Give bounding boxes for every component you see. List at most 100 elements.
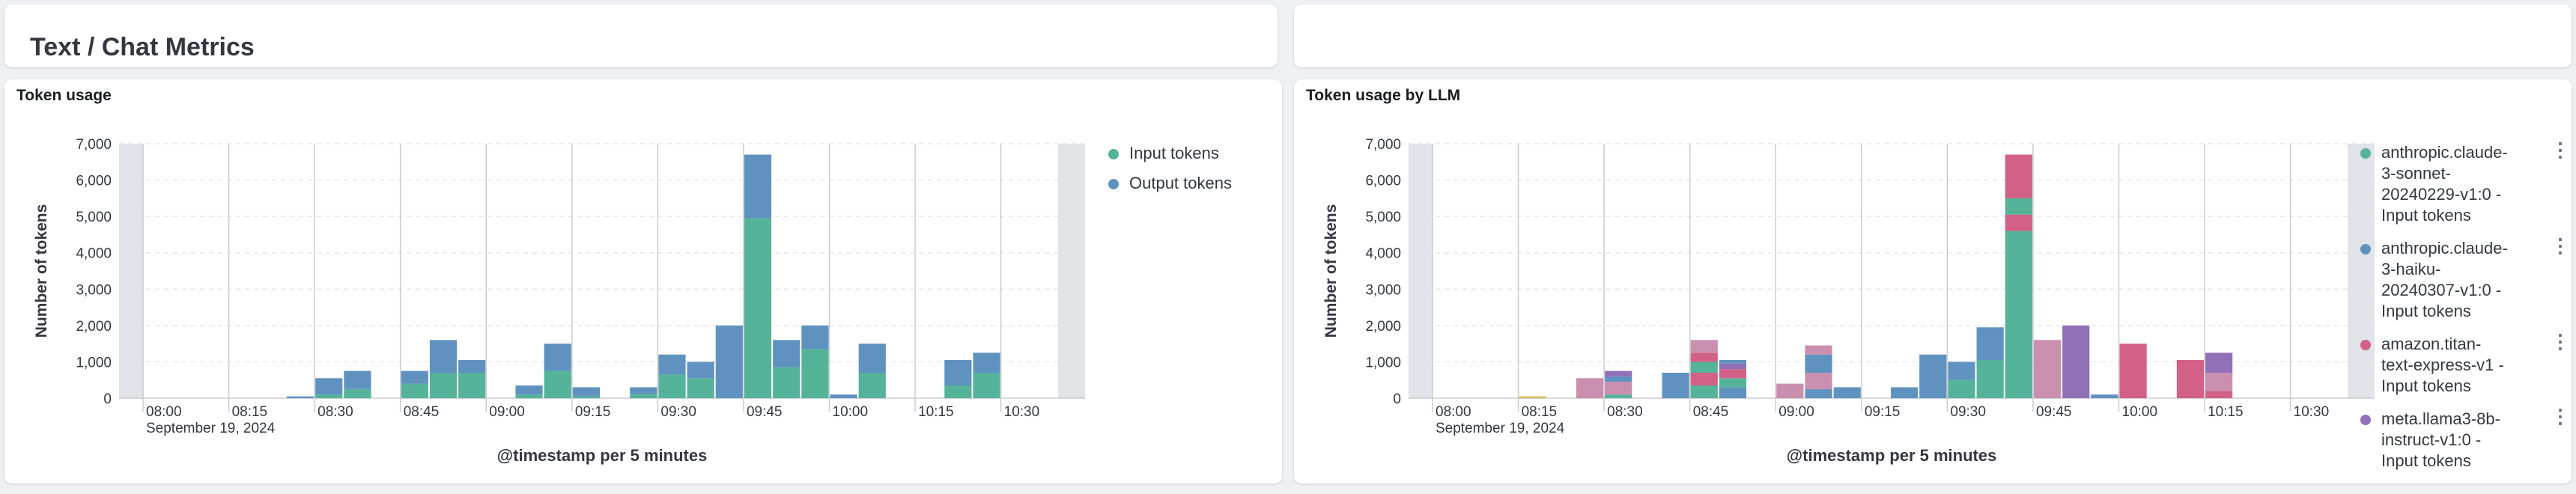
bar-input-tokens[interactable]	[773, 367, 801, 398]
bar-output-tokens[interactable]	[858, 344, 886, 373]
bar-segment[interactable]	[1776, 383, 1804, 398]
bar-input-tokens[interactable]	[429, 373, 458, 398]
bar-segment[interactable]	[1833, 387, 1861, 398]
bar-output-tokens[interactable]	[515, 385, 543, 395]
token-usage-by-llm-chart[interactable]: 0 1,000 2,000 3,000 4,000 5,000 6,000 7,000 08:0…	[1294, 79, 2572, 484]
bar-segment[interactable]	[1576, 378, 1604, 398]
bar-input-tokens[interactable]	[858, 373, 886, 398]
token-usage-chart[interactable]: 0 1,000 2,000 3,000 4,000 5,000 6,000 7,000 08:0…	[4, 79, 1282, 484]
bar-output-tokens[interactable]	[715, 325, 743, 398]
bar-input-tokens[interactable]	[687, 378, 714, 398]
bar-input-tokens[interactable]	[458, 373, 486, 398]
bar-segment[interactable]	[2005, 198, 2032, 215]
bar-segment[interactable]	[1605, 370, 1632, 376]
bar-segment[interactable]	[1976, 327, 2004, 360]
bar-input-tokens[interactable]	[515, 394, 543, 398]
y-tick-label: 0	[103, 391, 112, 407]
bar-output-tokens[interactable]	[744, 154, 772, 219]
bar-output-tokens[interactable]	[458, 360, 486, 373]
bar-segment[interactable]	[1719, 360, 1747, 364]
bar-output-tokens[interactable]	[429, 340, 458, 373]
bar-output-tokens[interactable]	[344, 370, 371, 389]
x-tick-label: 09:30	[660, 404, 696, 420]
bar-input-tokens[interactable]	[315, 394, 343, 398]
bar-input-tokens[interactable]	[544, 370, 571, 398]
bar-segment[interactable]	[1690, 385, 1718, 398]
bar-segment[interactable]	[1605, 382, 1632, 395]
bar-segment[interactable]	[1719, 369, 1747, 379]
bar-input-tokens[interactable]	[344, 388, 371, 398]
bar-segment[interactable]	[1690, 353, 1718, 362]
bar-segment[interactable]	[2119, 344, 2147, 398]
bar-input-tokens[interactable]	[744, 218, 772, 398]
bar-input-tokens[interactable]	[658, 374, 686, 398]
bar-segment[interactable]	[1805, 345, 1832, 355]
legend-item[interactable]: Input tokens	[1108, 142, 1232, 165]
bar-segment[interactable]	[1891, 387, 1919, 398]
bar-output-tokens[interactable]	[944, 360, 972, 385]
bar-output-tokens[interactable]	[801, 325, 829, 350]
bar-segment[interactable]	[1605, 394, 1632, 398]
title-panel-extension	[1294, 4, 2572, 67]
legend-color-dot	[2360, 340, 2371, 350]
more-options-icon[interactable]: ⋮	[2551, 138, 2570, 161]
bar-segment[interactable]	[1690, 340, 1718, 353]
more-options-icon[interactable]: ⋮	[2551, 330, 2570, 353]
bar-segment[interactable]	[1805, 388, 1832, 398]
x-tick-label: 08:00	[1436, 404, 1471, 420]
bar-segment[interactable]	[2062, 325, 2090, 398]
bar-segment[interactable]	[1976, 360, 2004, 398]
bar-segment[interactable]	[2005, 154, 2032, 198]
bar-output-tokens[interactable]	[773, 340, 801, 368]
bar-output-tokens[interactable]	[572, 387, 600, 397]
bar-segment[interactable]	[1919, 354, 1947, 398]
x-axis-title: @timestamp per 5 minutes	[1787, 446, 1997, 465]
legend-item[interactable]: amazon.titan-text-express-v1 - Input toke…	[2360, 332, 2570, 397]
bar-segment[interactable]	[1948, 379, 1975, 398]
bar-segment[interactable]	[1662, 373, 1689, 398]
bar-output-tokens[interactable]	[830, 394, 857, 398]
legend-item[interactable]: anthropic.claude- 3-sonnet- 20240229-v1:0 …	[2360, 140, 2570, 226]
bar-input-tokens[interactable]	[944, 385, 972, 398]
legend-item[interactable]: anthropic.claude- 3-haiku- 20240307-v1:0 -…	[2360, 236, 2570, 322]
bar-segment[interactable]	[2033, 340, 2062, 398]
bar-output-tokens[interactable]	[973, 353, 1000, 373]
x-tick-label: 08:30	[318, 404, 353, 420]
more-options-icon[interactable]: ⋮	[2551, 234, 2570, 257]
legend-item[interactable]: meta.llama3-8b-instruct-v1:0 - Input toke…	[2360, 406, 2570, 472]
bar-segment[interactable]	[1690, 362, 1718, 373]
y-tick-label: 6,000	[76, 174, 112, 189]
plot-edge-band-left	[1409, 144, 1433, 398]
bar-output-tokens[interactable]	[658, 354, 686, 375]
bar-output-tokens[interactable]	[401, 370, 428, 384]
bar-segment[interactable]	[1719, 378, 1747, 388]
legend-item[interactable]: Output tokens	[1108, 172, 1232, 195]
bar-segment[interactable]	[1605, 376, 1632, 382]
bar-input-tokens[interactable]	[973, 373, 1000, 398]
bar-segment[interactable]	[1719, 363, 1747, 370]
bar-segment[interactable]	[2091, 394, 2118, 398]
bar-input-tokens[interactable]	[572, 396, 600, 398]
bar-segment[interactable]	[2005, 214, 2032, 231]
bar-output-tokens[interactable]	[286, 396, 315, 398]
bar-input-tokens[interactable]	[401, 383, 428, 398]
bar-output-tokens[interactable]	[687, 362, 714, 379]
bar-segment[interactable]	[1948, 362, 1975, 380]
bar-segment[interactable]	[1719, 387, 1747, 398]
more-options-icon[interactable]: ⋮	[2551, 405, 2570, 427]
bar-segment[interactable]	[1805, 354, 1832, 373]
x-date-label: September 19, 2024	[146, 421, 276, 436]
bar-segment[interactable]	[1690, 373, 1718, 385]
bar-segment[interactable]	[2005, 231, 2032, 398]
bar-output-tokens[interactable]	[630, 387, 657, 394]
bar-segment[interactable]	[2205, 373, 2233, 391]
bar-output-tokens[interactable]	[544, 344, 571, 371]
bar-segment[interactable]	[1519, 396, 1546, 398]
bar-output-tokens[interactable]	[315, 378, 343, 395]
bar-input-tokens[interactable]	[801, 349, 829, 398]
bar-input-tokens[interactable]	[630, 394, 657, 398]
bar-segment[interactable]	[2205, 391, 2233, 398]
bar-segment[interactable]	[2176, 360, 2205, 398]
bar-segment[interactable]	[1805, 373, 1832, 389]
bar-segment[interactable]	[2205, 353, 2233, 373]
